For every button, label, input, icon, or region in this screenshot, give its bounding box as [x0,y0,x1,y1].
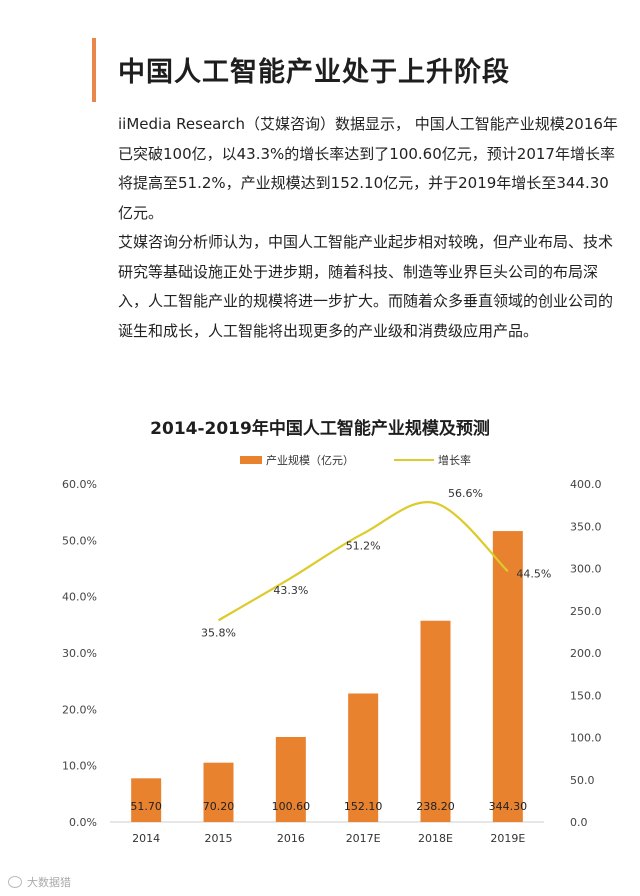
bar [203,762,234,822]
page-title: 中国人工智能产业处于上升阶段 [118,57,510,88]
x-axis-tick-label: 2017E [346,832,381,845]
right-axis-tick-label: 200.0 [570,647,602,660]
legend-bar-swatch [240,456,262,464]
article-paragraph-1: iiMedia Research（艾媒咨询）数据显示， 中国人工智能产业规模20… [118,115,618,222]
left-axis-tick-label: 50.0% [62,534,97,547]
x-axis-tick-label: 2014 [132,832,160,845]
left-axis-tick-label: 0.0% [69,816,97,829]
bar-value-label: 70.20 [203,800,235,813]
bar [348,693,379,822]
bar-value-label: 100.60 [272,800,311,813]
footer-watermark: 大数据猎 [8,874,71,890]
article-body: iiMedia Research（艾媒咨询）数据显示， 中国人工智能产业规模20… [118,110,618,346]
article-paragraph-2: 艾媒咨询分析师认为，中国人工智能产业起步相对较晚，但产业布局、技术研究等基础设施… [118,233,614,340]
growth-rate-label: 56.6% [448,487,483,500]
bar-value-label: 51.70 [130,800,162,813]
legend-line-swatch [394,459,434,461]
combo-chart: 0.0% 10.0% 20.0% 30.0% 40.0% 50.0% 60.0% 0.0 50.… [62,478,602,845]
chart-legend: 产业规模（亿元） 增长率 [240,452,471,468]
right-axis-tick-label: 350.0 [570,520,602,533]
right-axis-tick-label: 0.0 [570,816,588,829]
right-axis-tick-label: 150.0 [570,689,602,702]
right-axis-tick-label: 250.0 [570,605,602,618]
bar [420,620,451,822]
right-axis-tick-label: 100.0 [570,732,602,745]
left-axis-tick-label: 40.0% [62,591,97,604]
title-accent-bar [92,38,96,102]
growth-rate-line [217,501,509,622]
bar [492,531,523,822]
growth-rate-label: 43.3% [273,584,308,597]
growth-rate-label: 51.2% [346,540,381,553]
x-axis-tick-label: 2018E [418,832,453,845]
legend-line-label: 增长率 [438,454,471,467]
growth-rate-label: 44.5% [516,567,551,580]
bar-value-label: 152.10 [344,800,383,813]
left-axis-tick-label: 10.0% [62,760,97,773]
x-axis-tick-label: 2016 [277,832,305,845]
weibo-icon [8,876,22,888]
right-axis-tick-label: 400.0 [570,478,602,491]
chart-title: 2014-2019年中国人工智能产业规模及预测 [150,419,490,439]
x-axis-tick-label: 2015 [205,832,233,845]
growth-rate-label: 35.8% [201,626,236,639]
x-axis-tick-label: 2019E [490,832,525,845]
right-axis-tick-label: 300.0 [570,563,602,576]
left-axis-tick-label: 60.0% [62,478,97,491]
footer-watermark-text: 大数据猎 [27,876,71,889]
bar [131,778,162,822]
left-axis-tick-label: 20.0% [62,703,97,716]
legend-bar-label: 产业规模（亿元） [266,454,354,467]
bar [275,736,306,822]
right-axis-tick-label: 50.0 [570,774,595,787]
left-axis-tick-label: 30.0% [62,647,97,660]
bar-value-label: 344.30 [489,800,528,813]
bar-value-label: 238.20 [416,800,455,813]
